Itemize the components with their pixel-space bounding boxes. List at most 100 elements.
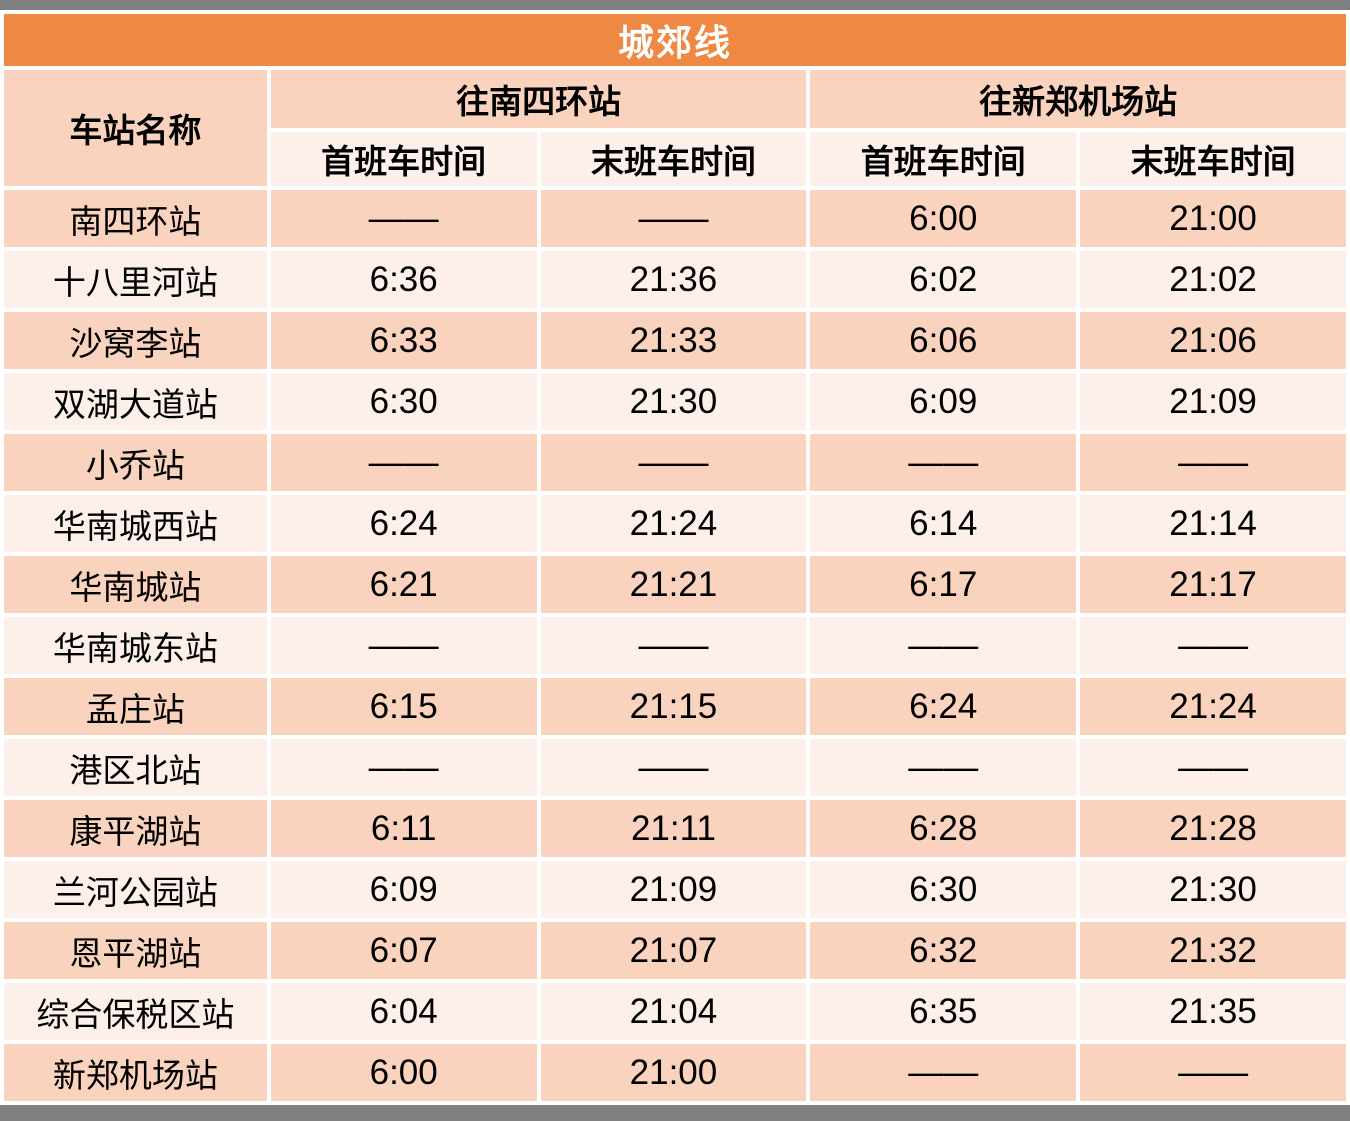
station-name-cell: 港区北站 xyxy=(4,739,267,796)
d1-last-time-cell: —— xyxy=(540,739,807,796)
station-name-cell: 沙窝李站 xyxy=(4,312,267,369)
direction-nansihuan-header: 往南四环站 xyxy=(270,70,807,128)
top-frame-bar xyxy=(0,0,1350,10)
d1-first-time-cell: 6:21 xyxy=(270,556,537,613)
bottom-frame-bar xyxy=(0,1105,1350,1121)
station-row: 沙窝李站 6:33 21:33 6:06 21:06 xyxy=(4,312,1346,369)
station-row: 综合保税区站 6:04 21:04 6:35 21:35 xyxy=(4,983,1346,1040)
station-row: 新郑机场站 6:00 21:00 —— —— xyxy=(4,1044,1346,1101)
station-name-header: 车站名称 xyxy=(4,70,267,186)
timetable-head: 城郊线 车站名称 往南四环站 往新郑机场站 首班车时间 末班车时间 首班车时间 … xyxy=(4,14,1346,186)
d2-first-time-cell: 6:30 xyxy=(810,861,1077,918)
d1-last-time-cell: —— xyxy=(540,190,807,247)
station-row: 康平湖站 6:11 21:11 6:28 21:28 xyxy=(4,800,1346,857)
d2-last-time-cell: 21:09 xyxy=(1080,373,1346,430)
d1-first-time-cell: 6:09 xyxy=(270,861,537,918)
station-name-cell: 综合保税区站 xyxy=(4,983,267,1040)
station-row: 港区北站 —— —— —— —— xyxy=(4,739,1346,796)
d2-first-train-header: 首班车时间 xyxy=(810,132,1077,186)
station-name-cell: 孟庄站 xyxy=(4,678,267,735)
station-row: 兰河公园站 6:09 21:09 6:30 21:30 xyxy=(4,861,1346,918)
d1-last-time-cell: —— xyxy=(540,434,807,491)
title-row: 城郊线 xyxy=(4,14,1346,66)
direction-header-row: 车站名称 往南四环站 往新郑机场站 xyxy=(4,70,1346,186)
d1-first-time-cell: —— xyxy=(270,739,537,796)
d2-last-time-cell: 21:32 xyxy=(1080,922,1346,979)
d2-last-train-header: 末班车时间 xyxy=(1080,132,1346,186)
d1-last-time-cell: 21:36 xyxy=(540,251,807,308)
station-row: 华南城东站 —— —— —— —— xyxy=(4,617,1346,674)
d2-last-time-cell: 21:30 xyxy=(1080,861,1346,918)
d2-first-time-cell: 6:06 xyxy=(810,312,1077,369)
d1-first-time-cell: —— xyxy=(270,190,537,247)
d2-last-time-cell: 21:02 xyxy=(1080,251,1346,308)
d1-last-time-cell: 21:21 xyxy=(540,556,807,613)
station-name-cell: 小乔站 xyxy=(4,434,267,491)
d2-first-time-cell: 6:14 xyxy=(810,495,1077,552)
station-name-cell: 华南城西站 xyxy=(4,495,267,552)
d1-last-time-cell: 21:24 xyxy=(540,495,807,552)
d2-last-time-cell: —— xyxy=(1080,739,1346,796)
d1-last-time-cell: 21:11 xyxy=(540,800,807,857)
d2-last-time-cell: 21:35 xyxy=(1080,983,1346,1040)
d2-first-time-cell: 6:09 xyxy=(810,373,1077,430)
d1-last-time-cell: 21:04 xyxy=(540,983,807,1040)
d1-last-time-cell: 21:33 xyxy=(540,312,807,369)
d2-last-time-cell: —— xyxy=(1080,617,1346,674)
station-name-cell: 华南城东站 xyxy=(4,617,267,674)
station-name-cell: 恩平湖站 xyxy=(4,922,267,979)
d2-first-time-cell: —— xyxy=(810,1044,1077,1101)
timetable: 城郊线 车站名称 往南四环站 往新郑机场站 首班车时间 末班车时间 首班车时间 … xyxy=(0,10,1350,1105)
d1-first-time-cell: 6:00 xyxy=(270,1044,537,1101)
d2-first-time-cell: 6:24 xyxy=(810,678,1077,735)
d1-last-time-cell: 21:07 xyxy=(540,922,807,979)
d1-first-time-cell: 6:33 xyxy=(270,312,537,369)
direction-xinzheng-airport-header: 往新郑机场站 xyxy=(810,70,1346,128)
station-row: 南四环站 —— —— 6:00 21:00 xyxy=(4,190,1346,247)
d2-first-time-cell: 6:02 xyxy=(810,251,1077,308)
d2-first-time-cell: 6:32 xyxy=(810,922,1077,979)
d2-last-time-cell: —— xyxy=(1080,434,1346,491)
station-row: 十八里河站 6:36 21:36 6:02 21:02 xyxy=(4,251,1346,308)
d2-last-time-cell: 21:00 xyxy=(1080,190,1346,247)
station-name-cell: 新郑机场站 xyxy=(4,1044,267,1101)
d1-last-time-cell: 21:15 xyxy=(540,678,807,735)
d2-last-time-cell: 21:28 xyxy=(1080,800,1346,857)
time-type-header-row: 首班车时间 末班车时间 首班车时间 末班车时间 xyxy=(4,132,1346,186)
d1-last-train-header: 末班车时间 xyxy=(540,132,807,186)
station-name-cell: 双湖大道站 xyxy=(4,373,267,430)
d1-first-time-cell: 6:36 xyxy=(270,251,537,308)
station-name-cell: 康平湖站 xyxy=(4,800,267,857)
station-row: 华南城站 6:21 21:21 6:17 21:17 xyxy=(4,556,1346,613)
station-name-cell: 十八里河站 xyxy=(4,251,267,308)
line-title: 城郊线 xyxy=(4,14,1346,66)
d2-first-time-cell: 6:28 xyxy=(810,800,1077,857)
station-row: 小乔站 —— —— —— —— xyxy=(4,434,1346,491)
station-row: 孟庄站 6:15 21:15 6:24 21:24 xyxy=(4,678,1346,735)
d1-last-time-cell: —— xyxy=(540,617,807,674)
d1-first-train-header: 首班车时间 xyxy=(270,132,537,186)
timetable-body: 南四环站 —— —— 6:00 21:00 十八里河站 6:36 21:36 6… xyxy=(4,190,1346,1101)
station-name-cell: 兰河公园站 xyxy=(4,861,267,918)
d1-first-time-cell: —— xyxy=(270,434,537,491)
d1-first-time-cell: 6:04 xyxy=(270,983,537,1040)
d2-first-time-cell: 6:00 xyxy=(810,190,1077,247)
d1-first-time-cell: —— xyxy=(270,617,537,674)
d1-last-time-cell: 21:00 xyxy=(540,1044,807,1101)
d2-last-time-cell: 21:14 xyxy=(1080,495,1346,552)
d2-first-time-cell: 6:35 xyxy=(810,983,1077,1040)
d2-first-time-cell: 6:17 xyxy=(810,556,1077,613)
d2-first-time-cell: —— xyxy=(810,617,1077,674)
station-row: 恩平湖站 6:07 21:07 6:32 21:32 xyxy=(4,922,1346,979)
d2-last-time-cell: 21:06 xyxy=(1080,312,1346,369)
station-row: 华南城西站 6:24 21:24 6:14 21:14 xyxy=(4,495,1346,552)
d1-first-time-cell: 6:30 xyxy=(270,373,537,430)
d2-last-time-cell: 21:17 xyxy=(1080,556,1346,613)
d1-last-time-cell: 21:30 xyxy=(540,373,807,430)
station-row: 双湖大道站 6:30 21:30 6:09 21:09 xyxy=(4,373,1346,430)
d1-first-time-cell: 6:11 xyxy=(270,800,537,857)
station-name-cell: 华南城站 xyxy=(4,556,267,613)
d2-first-time-cell: —— xyxy=(810,434,1077,491)
d2-last-time-cell: 21:24 xyxy=(1080,678,1346,735)
